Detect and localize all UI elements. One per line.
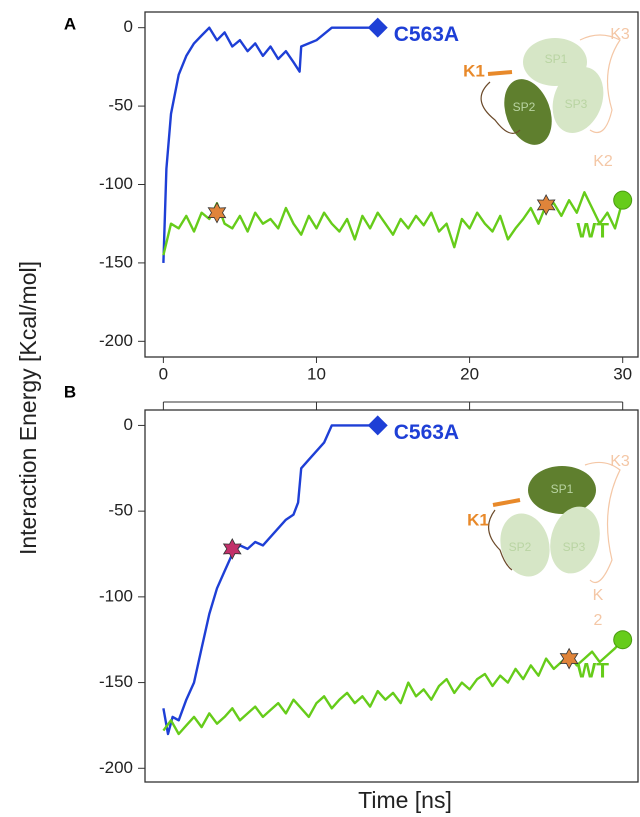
inset-label: SP1 [545,52,568,66]
panel-label: A [64,14,76,33]
star-marker [207,201,227,224]
inset-label: SP3 [563,540,586,554]
series-label: WT [576,659,609,682]
x-tick-label: 30 [613,364,632,383]
y-tick-label: -200 [99,331,133,350]
inset-label: 2 [594,612,603,629]
end-marker [613,630,633,650]
series-line [162,638,624,736]
end-marker [613,190,633,210]
linker [579,34,621,134]
end-marker [367,415,388,436]
linker [584,461,621,584]
domain-shape [552,67,604,133]
plot-frame [144,409,639,783]
series-label: C563A [394,23,459,46]
x-tick-label: 20 [460,364,479,383]
end-marker [367,17,388,38]
linker [488,509,513,571]
inset-label: SP2 [513,100,536,114]
star-marker [559,647,579,670]
inset-a [480,34,621,145]
series-label: WT [576,220,609,243]
inset-label: SP1 [551,482,574,496]
star-marker [222,538,242,560]
x-axis-label: Time [ns] [358,787,452,813]
series-line [162,424,378,736]
inset-label: K1 [463,61,485,80]
domain-shape [500,513,550,577]
y-tick-label: -100 [99,586,133,605]
y-tick-label: -150 [99,672,133,691]
y-tick-label: -200 [99,758,133,777]
inset-label: K1 [467,510,489,529]
inset-label: K3 [610,453,630,470]
y-tick-label: -50 [108,96,133,115]
series-line [162,26,378,263]
domain-shape [550,506,600,574]
strand [492,498,521,507]
inset-label: K2 [593,153,613,170]
y-tick-label: -100 [99,174,133,193]
y-tick-label: 0 [124,17,133,36]
y-tick-label: -150 [99,252,133,271]
y-tick-label: -50 [108,501,133,520]
inset-label: K3 [610,26,630,43]
x-tick-label: 10 [307,364,326,383]
inset-label: SP2 [509,540,532,554]
panel-label: B [64,382,76,401]
inset-label: K [593,587,604,604]
domain-shape [528,466,596,514]
strand [487,70,513,76]
y-tick-label: 0 [124,415,133,434]
inset-label: SP3 [565,97,588,111]
x-tick-label: 0 [159,364,168,383]
linker [480,81,521,134]
series-label: C563A [394,421,459,444]
domain-shape [504,79,552,145]
inset-b [488,461,621,584]
y-axis-label: Interaction Energy [Kcal/mol] [15,261,41,555]
star-marker [536,194,556,216]
